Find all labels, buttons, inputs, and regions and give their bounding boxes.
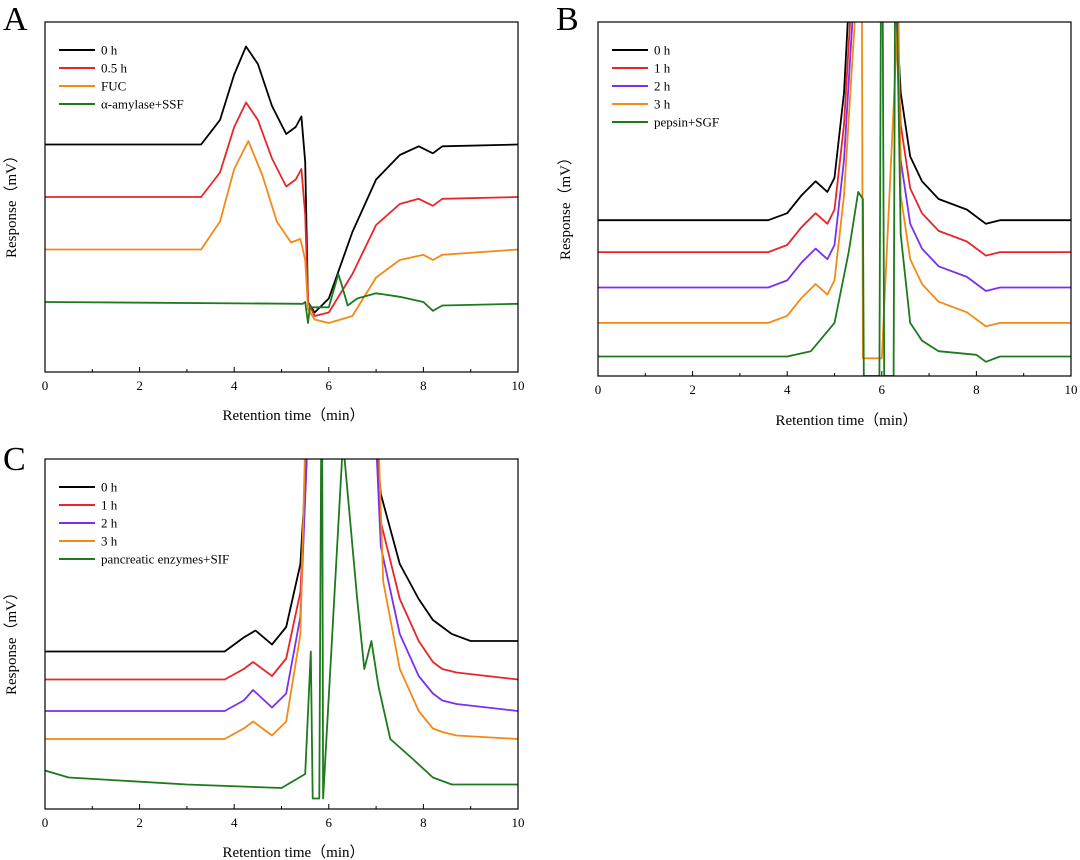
series-line-4 — [45, 273, 518, 324]
series-group — [45, 45, 518, 324]
x-tick-label: 10 — [512, 815, 525, 830]
legend-label: 1 h — [101, 498, 118, 513]
x-tick-label: 2 — [689, 382, 696, 397]
series-line-2 — [598, 22, 1071, 257]
legend: 0 h 1 h 2 h 3 h pepsin+SGF — [612, 43, 719, 130]
legend-label: 2 h — [101, 516, 118, 531]
series-line-1 — [45, 45, 518, 314]
panel-letter: C — [3, 441, 26, 478]
legend: 0 h 1 h 2 h 3 h pancreatic enzymes+SIF — [59, 480, 229, 567]
x-tick-label: 4 — [784, 382, 791, 397]
panel-letter: A — [3, 1, 28, 38]
series-line-2 — [45, 101, 518, 317]
series-line-5 — [598, 22, 1071, 376]
legend-label: 0.5 h — [101, 61, 128, 76]
legend-label: 0 h — [101, 43, 118, 58]
series-line-1 — [598, 22, 1071, 225]
series-line-2 — [45, 459, 518, 681]
x-tick-label: 10 — [512, 378, 525, 393]
series-line-3 — [598, 22, 1071, 292]
x-tick-label: 8 — [973, 382, 980, 397]
x-axis-title: Retention time（min） — [222, 407, 364, 424]
legend-label: 3 h — [101, 534, 118, 549]
x-tick-label: 2 — [136, 815, 143, 830]
legend-label: 0 h — [101, 480, 118, 495]
legend-label: 1 h — [654, 61, 671, 76]
legend-label: 0 h — [654, 43, 671, 58]
x-tick-label: 6 — [326, 815, 333, 830]
y-axis-title: Response（mV） — [557, 150, 574, 260]
x-tick-label: 0 — [595, 382, 602, 397]
legend-label: α-amylase+SSF — [101, 97, 184, 112]
x-tick-label: 4 — [231, 815, 238, 830]
legend-label: pancreatic enzymes+SIF — [101, 552, 229, 567]
y-axis-title: Response（mV） — [3, 585, 20, 695]
x-tick-label: 10 — [1065, 382, 1078, 397]
legend-label: 2 h — [654, 79, 671, 94]
series-line-4 — [45, 459, 518, 740]
x-tick-label: 0 — [42, 815, 49, 830]
x-tick-label: 6 — [879, 382, 886, 397]
x-tick-label: 8 — [420, 378, 427, 393]
series-group — [598, 22, 1071, 376]
series-line-3 — [45, 140, 518, 324]
legend: 0 h 0.5 h FUC α-amylase+SSF — [59, 43, 184, 112]
series-group — [45, 459, 518, 800]
series-line-1 — [45, 459, 518, 653]
x-tick-label: 0 — [42, 378, 49, 393]
legend-label: FUC — [101, 79, 126, 94]
x-tick-label: 2 — [136, 378, 143, 393]
series-line-3 — [45, 459, 518, 712]
legend-label: pepsin+SGF — [654, 115, 719, 130]
x-tick-label: 4 — [231, 378, 238, 393]
panel-letter: B — [556, 1, 579, 38]
x-axis-title: Retention time（min） — [222, 844, 364, 860]
x-axis-title: Retention time（min） — [775, 412, 917, 429]
legend-label: 3 h — [654, 97, 671, 112]
series-line-5 — [45, 459, 518, 800]
x-tick-label: 6 — [326, 378, 333, 393]
y-axis-title: Response（mV） — [3, 148, 20, 258]
x-tick-label: 8 — [420, 815, 427, 830]
